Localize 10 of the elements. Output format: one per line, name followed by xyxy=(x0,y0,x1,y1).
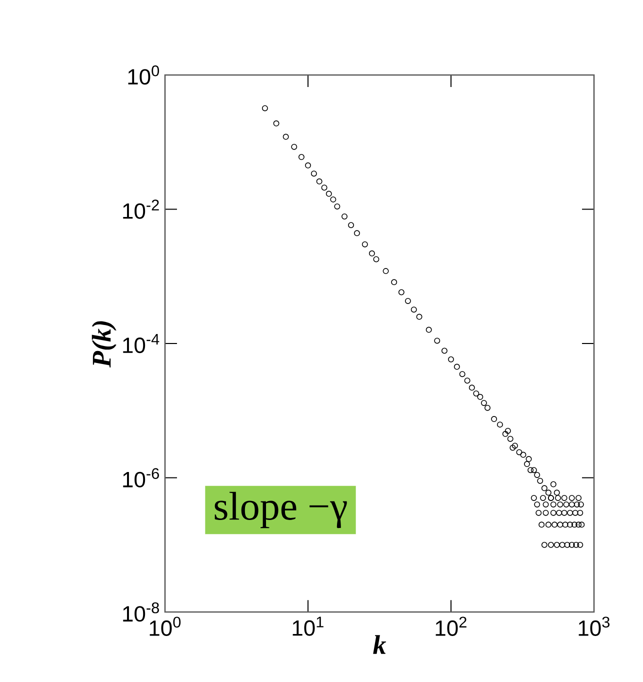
y-tick-label: 10$^{-4}$ xyxy=(123,334,160,354)
y-tick-label: 10$^{0}$ xyxy=(128,65,160,85)
x-tick-label: 10$^{2}$ xyxy=(436,616,466,636)
annotation: slope −γ xyxy=(214,492,347,528)
y-tick-label: 10$^{-2}$ xyxy=(123,200,159,219)
x-tick-label: 10$^{1}$ xyxy=(292,616,324,636)
x-tick-label: 10$^{3}$ xyxy=(578,616,610,636)
y-tick-label: 10$^{-6}$ xyxy=(123,468,159,488)
x-axis-title: k xyxy=(373,635,386,654)
y-axis-title: P(k) xyxy=(92,321,116,368)
